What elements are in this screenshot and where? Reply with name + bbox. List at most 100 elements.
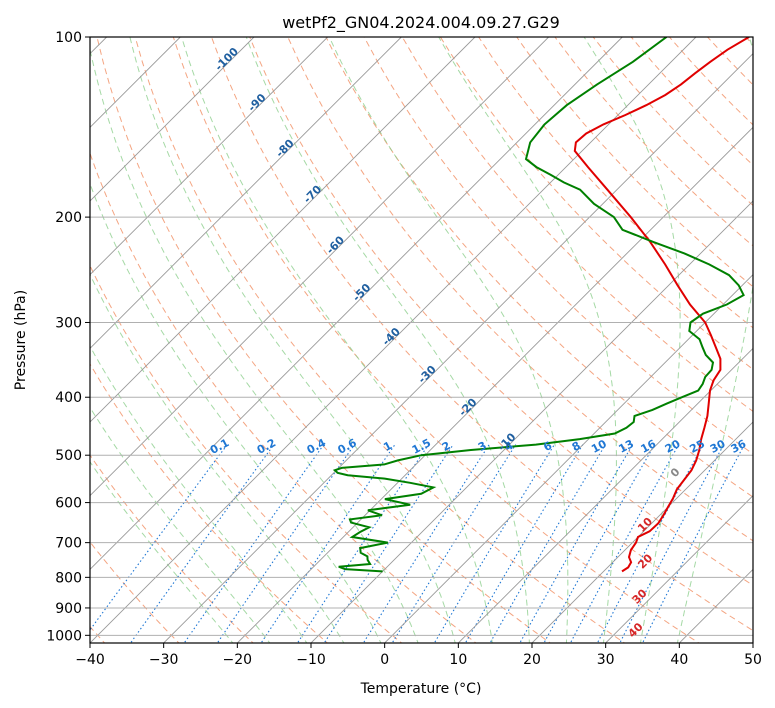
mixing-ratio-line	[260, 444, 396, 643]
y-tick-label: 200	[55, 210, 82, 226]
mixing-ratio-line	[216, 444, 355, 643]
isotherm-line	[237, 126, 753, 643]
x-tick-label: 10	[449, 652, 467, 668]
dry-adiabat-line	[439, 37, 753, 370]
moist-adiabat-line	[90, 182, 382, 643]
moist-adiabat-line	[438, 37, 617, 643]
profiles	[332, 37, 750, 573]
isotherm-line	[90, 37, 623, 570]
y-tick-label: 1000	[46, 628, 82, 644]
mixing-ratio-line	[323, 444, 454, 643]
mixing-ratio-line	[391, 444, 517, 643]
moist-adiabat-line	[90, 460, 234, 643]
dry-adiabat-line	[363, 37, 753, 455]
mixing-ratio-label: 25	[687, 437, 707, 456]
theta-label: -40	[380, 325, 403, 348]
moist-adiabat-line	[245, 37, 530, 643]
moist-adiabat-line	[129, 37, 456, 643]
isotherms	[90, 37, 753, 643]
theta-label: -70	[301, 182, 324, 205]
mixing-ratio-line	[183, 444, 325, 643]
y-tick-label: 700	[55, 536, 82, 552]
mixing-ratio-label: 16	[639, 437, 659, 456]
moist-adiabat-line	[583, 37, 681, 643]
moist-adiabat-line	[90, 47, 419, 643]
mixing-ratio-line	[129, 444, 275, 643]
mixing-ratio-label: 0.1	[208, 436, 231, 457]
dry-adiabat-line	[90, 363, 329, 643]
y-tick-label: 800	[55, 570, 82, 586]
mixing-ratio-label: 13	[616, 437, 636, 456]
chart-title: wetPf2_GN04.2024.004.09.27.G29	[282, 13, 560, 33]
isotherm-line	[384, 274, 753, 643]
moist-adiabat-line	[328, 37, 569, 643]
mixing-ratio-label: 0.4	[305, 436, 329, 457]
y-tick-label: 100	[55, 30, 82, 46]
moist-adiabat-line	[676, 37, 753, 643]
dry-adiabat-line	[90, 151, 477, 643]
isotherm-line	[90, 37, 697, 643]
isobars	[90, 37, 753, 636]
mixing-ratio-label: 0.6	[336, 436, 360, 457]
dry-adiabat-line	[90, 264, 403, 643]
x-tick-label: 20	[523, 652, 541, 668]
y-axis-label: Pressure (hPa)	[13, 290, 29, 390]
y-tick-label: 600	[55, 496, 82, 512]
x-tick-label: 40	[670, 652, 688, 668]
mixing-ratio-line	[569, 444, 680, 643]
x-tick-label: −20	[223, 652, 253, 668]
dry-adiabat-line	[325, 37, 753, 498]
dewpoint-profile-line	[332, 37, 745, 573]
x-tick-label: −30	[149, 652, 179, 668]
mixing-ratio-line	[641, 444, 745, 643]
mixing-ratio-label: 6	[541, 439, 554, 454]
temperature-profile-line	[573, 37, 750, 573]
mixing-ratio-label: 10	[589, 437, 609, 456]
plot-frame	[89, 36, 754, 644]
theta-label: -50	[350, 281, 373, 304]
mixing-ratio-line	[519, 444, 634, 643]
isotherm-line	[752, 642, 753, 643]
isotherm-line	[679, 568, 753, 643]
mixing-ratio-label: 36	[729, 437, 749, 456]
y-tick-label: 300	[55, 315, 82, 331]
isotherm-line	[90, 37, 255, 202]
y-tick-label: 900	[55, 601, 82, 617]
dry-adiabat-line	[478, 37, 753, 329]
mixing-ratio-lines	[90, 444, 745, 643]
isotherm-line	[458, 347, 753, 643]
mixing-ratio-label: 1	[381, 439, 394, 454]
x-axis-label: Temperature (°C)	[360, 681, 482, 697]
x-axis: −40 −30 −20 −10 0 10 20 30 40 50	[75, 643, 762, 668]
mixing-ratio-line	[543, 444, 656, 643]
x-tick-label: −40	[75, 652, 105, 668]
dry-adiabat-line	[211, 37, 753, 632]
mixing-ratio-label: 20	[663, 437, 683, 456]
isotherm-line	[90, 37, 328, 276]
dry-adiabat-line	[554, 37, 753, 247]
red-isoline-label: 40	[626, 620, 646, 640]
theta-label: -60	[324, 233, 347, 256]
isotherm-zero-label: 0	[668, 465, 683, 480]
theta-label: -90	[245, 91, 268, 114]
plot-area: 0.1 0.2 0.4 0.6 1 1.5 2 3 4 6 8 10 13 16 20 25 30 36-100-…	[90, 37, 753, 643]
red-isoline-label: 20	[635, 551, 655, 571]
dry-adiabat-line	[172, 37, 700, 643]
isotherm-line	[310, 200, 753, 643]
moist-adiabat-line	[90, 406, 271, 643]
mixing-ratio-line	[90, 444, 228, 631]
y-axis: 100 200 300 400 500 600 700 800 900 1000	[46, 30, 90, 644]
annotations: 0.1 0.2 0.4 0.6 1 1.5 2 3 4 6 8 10 13 16 20 25 30 36-100-…	[208, 45, 749, 641]
isotherm-line	[90, 37, 549, 497]
x-tick-label: −10	[296, 652, 326, 668]
isotherm-line	[163, 53, 753, 643]
y-tick-label: 500	[55, 448, 82, 464]
moist-adiabat-line	[90, 345, 308, 643]
mixing-ratio-line	[362, 444, 490, 643]
theta-label: -20	[456, 396, 479, 419]
mixing-ratio-line	[433, 444, 555, 643]
isotherm-line	[90, 37, 476, 423]
isotherm-line	[531, 421, 753, 643]
y-tick-label: 400	[55, 390, 82, 406]
